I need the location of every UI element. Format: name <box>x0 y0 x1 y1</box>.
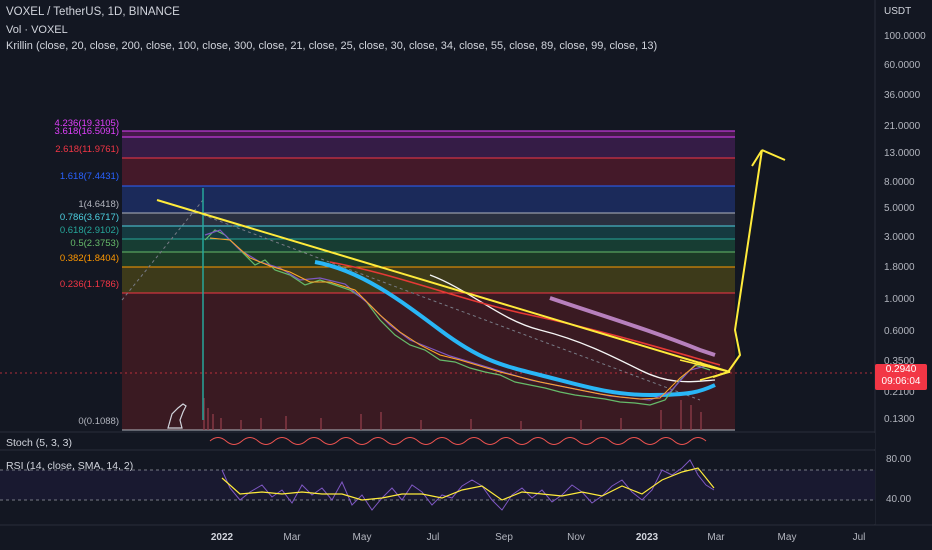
fib-label: 0.5(2.3753) <box>70 238 119 249</box>
fib-label: 0.382(1.8404) <box>59 253 119 264</box>
price-tick: 0.6000 <box>884 326 915 337</box>
bar-countdown: 09:06:04 <box>881 376 921 387</box>
rsi-line <box>221 459 715 511</box>
currency-label: USDT <box>884 6 912 17</box>
time-label: Mar <box>707 532 725 543</box>
projection-arrowhead <box>751 149 786 167</box>
fibonacci-zones <box>122 131 735 430</box>
time-label: Mar <box>283 532 301 543</box>
fib-label: 0(0.1088) <box>78 416 119 427</box>
rsi-tick: 80.00 <box>886 454 912 465</box>
time-label: Sep <box>495 532 513 543</box>
ma-white <box>429 274 716 383</box>
price-tick: 0.3500 <box>884 356 915 367</box>
fib-label: 1.618(7.4431) <box>59 171 119 182</box>
fib-label: 4.236(19.3105) <box>54 118 119 129</box>
volume-bars <box>203 398 702 430</box>
rsi-sma-line <box>221 467 715 501</box>
fibonacci-lines <box>122 130 735 431</box>
price-tick: 5.0000 <box>884 203 915 214</box>
last-price-value: 0.2940 <box>885 364 917 375</box>
price-tick: 60.0000 <box>884 60 921 71</box>
time-label: 2023 <box>635 532 659 543</box>
volume-legend[interactable]: Vol · VOXEL <box>6 24 68 36</box>
stoch-line <box>209 437 707 445</box>
stoch-pane <box>0 433 875 449</box>
fib-label: 1(4.6418) <box>78 199 119 210</box>
price-tick: 1.8000 <box>884 262 915 273</box>
ma-red <box>329 261 721 366</box>
fib-label: 2.618(11.9761) <box>55 144 119 155</box>
price-tick: 3.0000 <box>884 232 915 243</box>
indicator-legend[interactable]: Krillin (close, 20, close, 200, close, 1… <box>6 40 658 52</box>
time-label: May <box>352 532 372 543</box>
price-tick: 0.1300 <box>884 414 915 425</box>
time-label: Jul <box>852 532 866 543</box>
descending-trendline <box>156 199 731 373</box>
dashed-trend <box>202 214 701 401</box>
price-tick: 8.0000 <box>884 177 915 188</box>
fib-label: 0.618(2.9102) <box>59 225 119 236</box>
fib-label: 0.786(3.6717) <box>59 212 119 223</box>
price-tick: 13.0000 <box>884 148 921 159</box>
time-label: May <box>777 532 797 543</box>
last-price-badge: 0.2940 09:06:04 <box>875 364 927 390</box>
fib-label: 0.236(1.1786) <box>59 279 119 290</box>
symbol-title[interactable]: VOXEL / TetherUS, 1D, BINANCE <box>6 6 180 18</box>
time-label: 2022 <box>210 532 234 543</box>
fib-label: 3.618(16.5091) <box>54 126 119 137</box>
price-ribbon-orange <box>209 237 713 400</box>
price-ribbon-green <box>204 229 711 406</box>
rsi-legend[interactable]: RSI (14, close, SMA, 14, 2) <box>6 460 134 472</box>
price-tick: 1.0000 <box>884 294 915 305</box>
rsi-tick: 40.00 <box>886 494 912 505</box>
projection-wedge <box>679 359 731 381</box>
price-tick: 100.0000 <box>884 31 926 42</box>
time-label: Jul <box>426 532 440 543</box>
dinosaur-icon <box>167 403 187 429</box>
time-label: Nov <box>567 532 585 543</box>
rsi-band <box>0 470 875 500</box>
price-tick: 0.2100 <box>884 387 915 398</box>
stoch-legend[interactable]: Stoch (5, 3, 3) <box>6 437 72 449</box>
ma-blue-thick <box>314 260 716 398</box>
ma-purple-thick <box>549 296 716 357</box>
price-tick: 36.0000 <box>884 90 921 101</box>
price-tick: 21.0000 <box>884 121 921 132</box>
